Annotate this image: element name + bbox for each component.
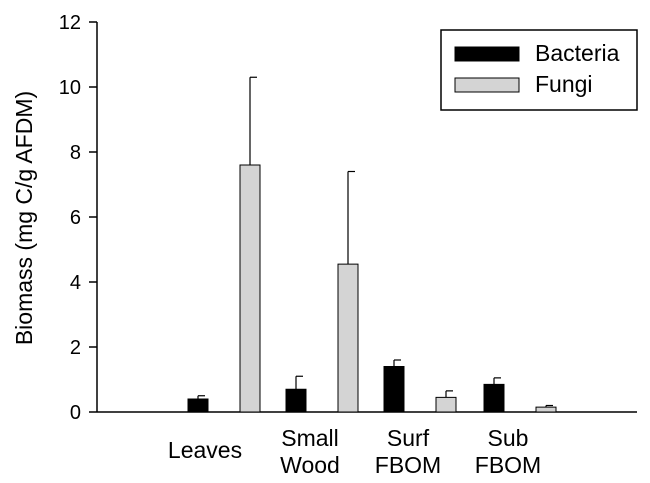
y-tick-label: 12 [59, 12, 81, 34]
bar-fungi [535, 406, 557, 413]
legend-box [440, 29, 638, 111]
bar-bacteria [187, 398, 209, 413]
y-tick-label: 6 [70, 207, 81, 229]
bar-fungi [337, 263, 359, 413]
y-tick-label: 8 [70, 142, 81, 164]
x-category-label: Wood [280, 452, 340, 478]
y-tick-label: 4 [70, 272, 81, 294]
x-category-label: Leaves [168, 437, 242, 463]
x-category-label: FBOM [475, 452, 541, 478]
bar-bacteria [383, 366, 405, 413]
y-tick-label: 10 [59, 77, 81, 99]
x-category-label: FBOM [375, 452, 441, 478]
bar-bacteria [285, 388, 307, 413]
x-category-label: Small [281, 425, 339, 451]
x-category-label: Sub [488, 425, 529, 451]
legend-label-bacteria: Bacteria [535, 40, 620, 66]
legend-swatch-bacteria [454, 46, 520, 62]
bar-fungi [239, 164, 261, 413]
bar-bacteria [483, 383, 505, 413]
x-category-label: Surf [387, 425, 430, 451]
y-axis-title: Biomass (mg C/g AFDM) [11, 91, 37, 345]
y-tick-label: 2 [70, 337, 81, 359]
legend-label-fungi: Fungi [535, 71, 593, 97]
legend-swatch-fungi [454, 77, 520, 93]
y-tick-label: 0 [70, 402, 81, 424]
bar-fungi [435, 396, 457, 413]
